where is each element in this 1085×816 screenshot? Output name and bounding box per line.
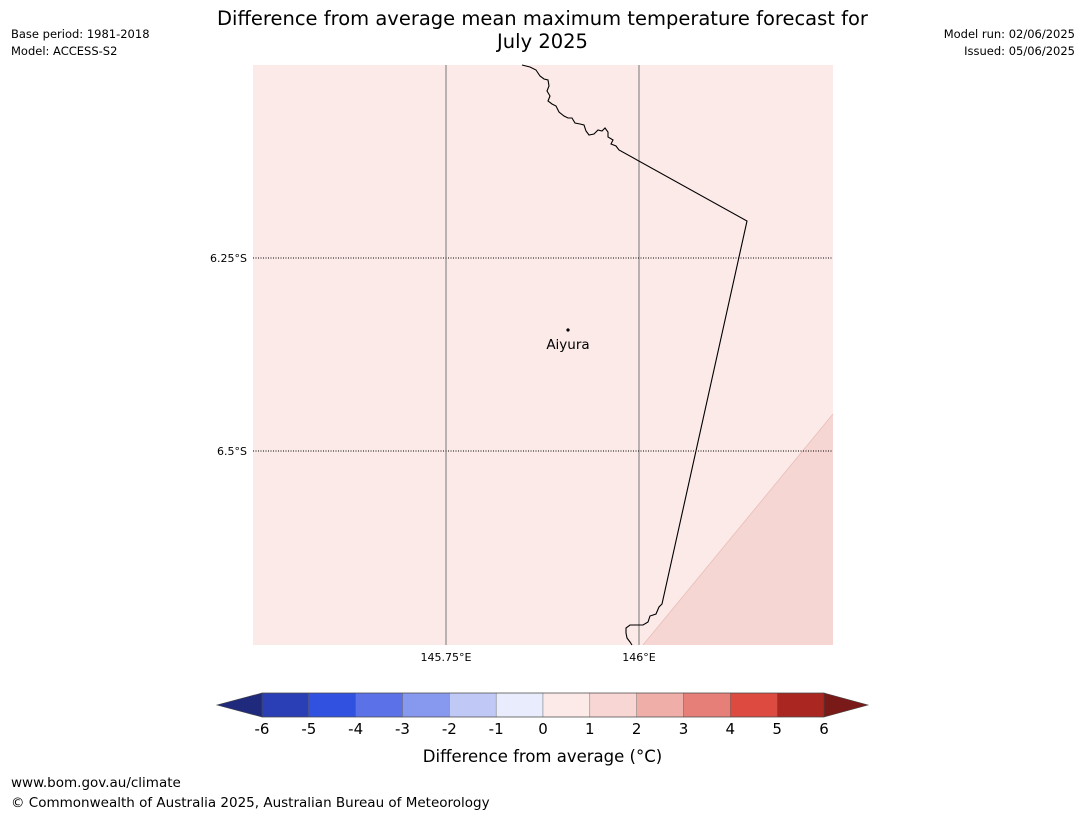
colorbar-tick-label: 4 <box>726 720 736 738</box>
base-period-info: Base period: 1981-2018 Model: ACCESS-S2 <box>11 26 150 60</box>
footer-copyright: © Commonwealth of Australia 2025, Austra… <box>11 795 490 811</box>
colorbar-tick-label: 5 <box>772 720 782 738</box>
lon-label-145-75: 145.75°E <box>421 651 472 664</box>
colorbar-box-11 <box>776 692 825 718</box>
colorbar-box-9 <box>683 692 731 718</box>
colorbar-tick-label: 6 <box>819 720 829 738</box>
colorbar-box-6 <box>542 692 591 718</box>
title-line-1: Difference from average mean maximum tem… <box>217 7 868 30</box>
colorbar-tick-label: -5 <box>301 720 316 738</box>
colorbar-under-arrow <box>215 692 263 718</box>
colorbar-box-8 <box>636 692 684 718</box>
colorbar-tick-label: 1 <box>585 720 595 738</box>
colorbar-tick-label: 3 <box>679 720 689 738</box>
anomaly-band-edge <box>642 413 834 646</box>
page-title: Difference from average mean maximum tem… <box>190 7 895 53</box>
colorbar-box-1 <box>308 692 356 718</box>
colorbar-tick-label: -6 <box>255 720 270 738</box>
colorbar-tick-label: 2 <box>632 720 642 738</box>
run-info: Model run: 02/06/2025 Issued: 05/06/2025 <box>944 26 1075 60</box>
title-line-2: July 2025 <box>497 30 588 53</box>
colorbar-box-4 <box>449 692 497 718</box>
colorbar-frame <box>261 692 825 718</box>
map-figure: Aiyura 6.25°S 6.5°S 145.75°E 146°E <box>210 64 834 664</box>
colorbar-box-3 <box>402 692 450 718</box>
lat-label-6-25: 6.25°S <box>210 252 247 265</box>
colorbar-tick-label: -1 <box>489 720 504 738</box>
footer-url: www.bom.gov.au/climate <box>11 775 181 791</box>
colorbar-box-2 <box>355 692 403 718</box>
issued-date: Issued: 05/06/2025 <box>964 44 1075 58</box>
colorbar-tick-label: 0 <box>538 720 548 738</box>
colorbar-tick-label: -3 <box>395 720 410 738</box>
colorbar-over-arrow <box>823 692 870 718</box>
colorbar-box-10 <box>730 692 778 718</box>
model-name: Model: ACCESS-S2 <box>11 44 118 58</box>
aiyura-marker <box>566 328 570 332</box>
colorbar-box-5 <box>495 692 544 718</box>
model-run: Model run: 02/06/2025 <box>943 27 1075 41</box>
colorbar-box-7 <box>589 692 637 718</box>
colorbar-label: Difference from average (°C) <box>422 747 663 766</box>
lon-label-146: 146°E <box>622 651 655 664</box>
colorbar-box-0 <box>261 692 310 718</box>
base-period: Base period: 1981-2018 <box>11 27 150 41</box>
colorbar-tick-label: -2 <box>442 720 457 738</box>
border-line <box>521 64 748 646</box>
aiyura-label: Aiyura <box>546 337 589 353</box>
colorbar-tick-label: -4 <box>348 720 363 738</box>
colorbar: -6 -5 -4 -3 -2 -1 0 1 2 3 4 5 6 <box>215 692 870 738</box>
lat-label-6-5: 6.5°S <box>217 445 247 458</box>
